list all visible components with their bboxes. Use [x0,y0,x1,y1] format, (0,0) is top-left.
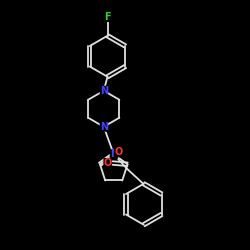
Text: N: N [110,149,118,159]
Text: N: N [100,122,108,132]
Text: O: O [114,147,122,157]
Text: F: F [104,12,111,22]
Text: N: N [100,86,108,96]
Text: O: O [104,158,112,168]
